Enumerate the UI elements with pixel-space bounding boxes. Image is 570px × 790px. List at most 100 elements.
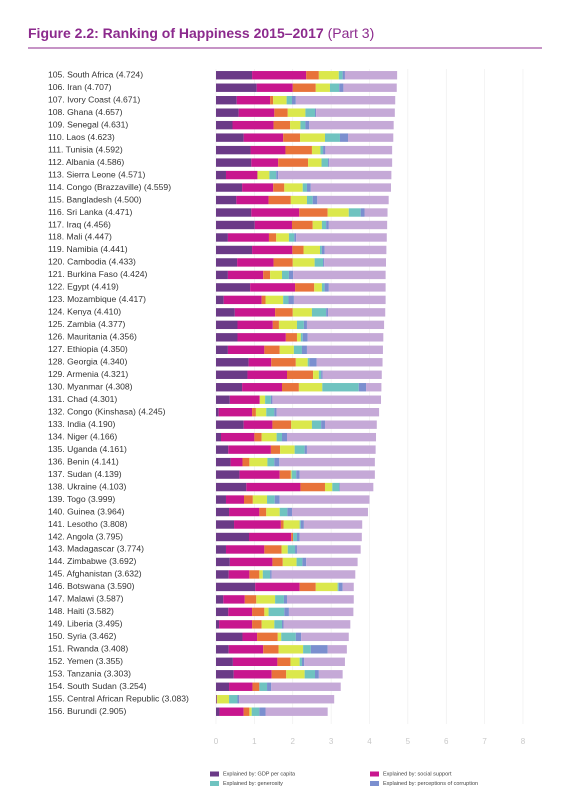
bar-segment [312, 195, 318, 205]
bar-segment [364, 208, 388, 217]
bar-segment [321, 420, 325, 429]
bar-segment [236, 195, 269, 205]
bar-segment [219, 707, 244, 716]
bar-segment [279, 470, 291, 479]
bar-segment [216, 270, 228, 280]
bar-segment [321, 283, 325, 292]
bar-segment [274, 408, 277, 417]
bar-segment [263, 270, 271, 280]
bar-segment [268, 233, 277, 242]
bar-segment [328, 220, 388, 230]
bar-segment [281, 632, 296, 642]
bar-segment [313, 370, 319, 379]
bar-segment [271, 570, 356, 579]
bar-segment [328, 158, 330, 167]
category-label: 134. Niger (4.166) [48, 431, 117, 441]
category-label: 135. Uganda (4.161) [48, 444, 127, 454]
bar-segment [216, 632, 243, 642]
bar-segment [216, 208, 252, 217]
bar-segment [218, 408, 253, 417]
bar-segment [259, 395, 266, 404]
bar-segment [254, 432, 262, 442]
bar-segment [282, 557, 297, 567]
category-label: 129. Armenia (4.321) [48, 369, 128, 379]
category-label: 124. Kenya (4.410) [48, 307, 121, 317]
bar-segment [311, 420, 322, 429]
bar-segment [299, 657, 302, 666]
bar-segment [296, 333, 301, 342]
bar-segment [216, 470, 240, 479]
bar-segment [288, 295, 294, 305]
x-tick-label: 5 [406, 737, 411, 746]
bar-segment [270, 270, 283, 280]
bar-segment [216, 358, 249, 367]
chart-title: Figure 2.2: Ranking of Happiness 2015–20… [28, 25, 324, 41]
bar-segment [272, 320, 279, 330]
category-label: 109. Senegal (4.631) [48, 119, 128, 129]
bar-segment [296, 320, 304, 330]
bar-segment [300, 482, 325, 492]
bar-segment [332, 482, 340, 492]
bar-segment [284, 183, 303, 192]
bar-segment [324, 482, 333, 492]
bar-segment [279, 345, 294, 354]
bar-segment [276, 170, 279, 180]
bar-segment [216, 320, 238, 330]
bar-segment [309, 358, 317, 367]
bar-segment [314, 283, 322, 292]
bar-segment [291, 532, 294, 542]
bar-segment [288, 270, 294, 280]
bar-segment [234, 520, 281, 529]
bar-segment [308, 158, 322, 167]
bar-segment [270, 570, 272, 579]
legend-swatch [370, 781, 379, 786]
bar-segment [267, 457, 275, 467]
bar-segment [288, 233, 295, 242]
bar-segment [342, 582, 354, 592]
category-label: 155. Central African Republic (3.083) [48, 694, 189, 704]
bar-segment [320, 145, 324, 155]
bar-segment [265, 295, 284, 305]
bar-segment [337, 582, 339, 592]
bar-segment [217, 695, 230, 704]
bar-segment [318, 71, 339, 80]
bar-segment [271, 682, 341, 691]
bar-segment [306, 320, 385, 330]
category-label: 119. Namibia (4.441) [48, 244, 128, 254]
bar-segment [279, 457, 375, 467]
bar-segment [265, 395, 271, 404]
bar-segment [276, 432, 283, 442]
bar-segment [299, 470, 375, 479]
bar-segment [249, 707, 252, 716]
bar-segment [339, 482, 340, 492]
bar-segment [315, 670, 319, 679]
bar-segment [280, 520, 284, 529]
bar-segment [237, 333, 286, 342]
bar-segment [280, 445, 295, 454]
category-label: 113. Sierra Leone (4.571) [48, 169, 145, 179]
bar-segment [278, 320, 297, 330]
bar-segment [283, 520, 300, 529]
bar-segment [325, 145, 393, 155]
bar-segment [295, 358, 308, 367]
category-label: 149. Liberia (3.495) [48, 619, 123, 629]
bar-segment [287, 545, 296, 554]
bar-segment [261, 295, 266, 305]
bar-segment [321, 220, 327, 230]
x-tick-label: 4 [367, 737, 372, 746]
category-label: 112. Albania (4.586) [48, 157, 124, 167]
bar-segment [348, 208, 361, 217]
bar-segment [273, 96, 287, 105]
bar-segment [286, 370, 314, 379]
bar-segment [271, 358, 296, 367]
bar-segment [306, 183, 311, 192]
bar-segment [298, 383, 323, 392]
bar-segment [301, 345, 307, 354]
bar-segment [216, 83, 257, 92]
bar-segment [286, 96, 292, 105]
chart-title-line: Figure 2.2: Ranking of Happiness 2015–20… [28, 25, 374, 41]
category-label: 151. Rwanda (3.408) [48, 644, 128, 654]
category-label: 114. Congo (Brazzaville) (4.559) [48, 182, 171, 192]
bar-segment [270, 445, 281, 454]
